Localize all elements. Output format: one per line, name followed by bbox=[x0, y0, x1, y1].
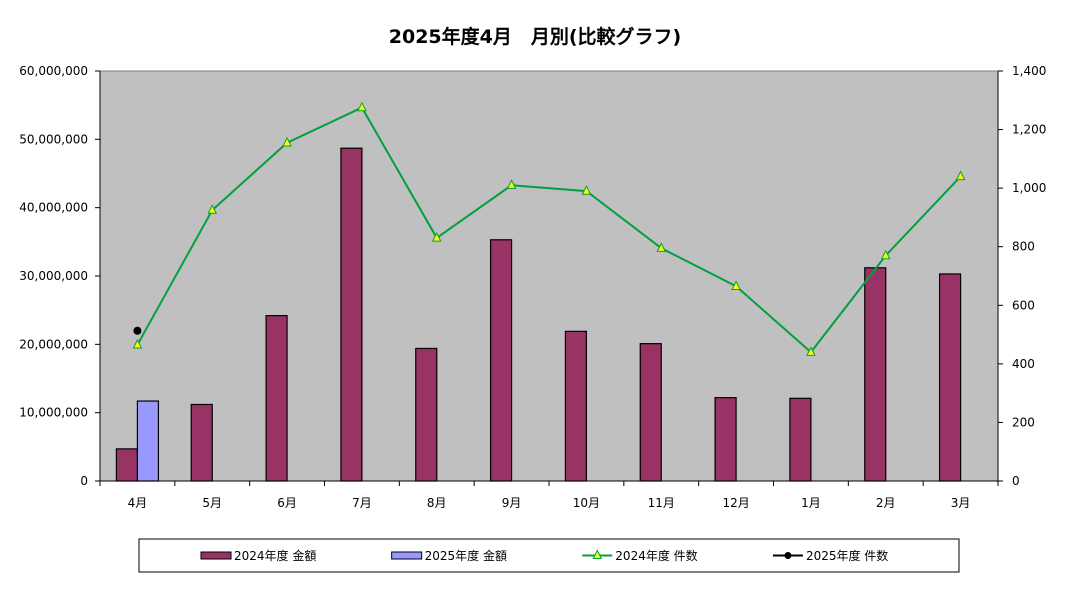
bar-2024年度-金額 bbox=[564, 330, 588, 482]
bar-2024年度-金額 bbox=[938, 273, 962, 482]
bar-2024年度-金額 bbox=[115, 448, 139, 482]
left-axis-tick-label: 50,000,000 bbox=[19, 132, 88, 146]
right-axis-tick-label: 1,200 bbox=[1012, 123, 1046, 137]
plot-background bbox=[99, 70, 999, 482]
left-axis-tick-label: 0 bbox=[80, 474, 88, 488]
triangle-marker bbox=[357, 101, 367, 112]
legend-swatch-bar bbox=[391, 551, 423, 560]
x-axis-category-label: 4月 bbox=[128, 496, 148, 510]
circle-marker bbox=[133, 326, 142, 335]
x-axis-category-label: 9月 bbox=[502, 496, 522, 510]
right-axis-tick-label: 600 bbox=[1012, 298, 1035, 312]
x-axis-category-label: 6月 bbox=[277, 496, 297, 510]
x-axis-category-label: 11月 bbox=[648, 496, 675, 510]
x-axis-category-label: 5月 bbox=[202, 496, 222, 510]
x-axis-category-label: 8月 bbox=[427, 496, 447, 510]
x-axis-category-label: 1月 bbox=[801, 496, 821, 510]
x-axis-category-label: 12月 bbox=[722, 496, 749, 510]
chart-title: 2025年度4月 月別(比較グラフ) bbox=[389, 25, 681, 48]
right-axis-tick-label: 200 bbox=[1012, 415, 1035, 429]
left-axis-tick-label: 10,000,000 bbox=[19, 406, 88, 420]
bar-2024年度-金額 bbox=[714, 397, 737, 482]
x-axis-category-label: 3月 bbox=[951, 496, 971, 510]
x-axis-category-label: 10月 bbox=[573, 496, 600, 510]
triangle-marker bbox=[506, 179, 517, 189]
right-axis-tick-label: 1,000 bbox=[1012, 181, 1046, 195]
legend-circle-marker bbox=[784, 552, 792, 559]
bar-2024年度-金額 bbox=[864, 267, 887, 482]
series-line bbox=[136, 106, 962, 354]
right-axis-tick-label: 0 bbox=[1012, 474, 1020, 488]
triangle-marker bbox=[731, 280, 741, 290]
legend-triangle-marker bbox=[592, 549, 603, 559]
left-axis-tick-label: 60,000,000 bbox=[19, 64, 88, 78]
legend-label: 2025年度 金額 bbox=[425, 548, 507, 563]
triangle-marker bbox=[955, 170, 966, 181]
legend-box bbox=[138, 538, 960, 573]
bar-2024年度-金額 bbox=[789, 397, 812, 482]
legend-label: 2024年度 金額 bbox=[234, 548, 316, 563]
triangle-marker bbox=[132, 338, 143, 349]
triangle-marker bbox=[880, 249, 891, 260]
right-axis-tick-label: 1,400 bbox=[1012, 64, 1046, 78]
bar-2024年度-金額 bbox=[639, 343, 662, 482]
triangle-marker bbox=[581, 185, 592, 195]
bar-2024年度-金額 bbox=[489, 239, 513, 482]
triangle-marker bbox=[431, 232, 442, 242]
legend-label: 2025年度 件数 bbox=[806, 548, 888, 563]
triangle-marker bbox=[282, 136, 292, 147]
legend: 2024年度 金額 2025年度 金額 2024年度 件数 2025年度 件数 bbox=[138, 538, 960, 573]
bar-2025年度-金額 bbox=[136, 400, 160, 482]
triangle-marker bbox=[656, 242, 667, 252]
legend-swatch-bar bbox=[200, 551, 232, 560]
x-axis-category-label: 7月 bbox=[352, 496, 372, 510]
bar-2024年度-金額 bbox=[415, 347, 438, 482]
left-axis-tick-label: 30,000,000 bbox=[19, 269, 88, 283]
left-axis-tick-label: 40,000,000 bbox=[19, 201, 88, 215]
triangle-marker bbox=[806, 346, 816, 356]
right-axis-tick-label: 800 bbox=[1012, 240, 1035, 254]
bar-2024年度-金額 bbox=[190, 403, 213, 482]
x-axis-category-label: 2月 bbox=[876, 496, 896, 510]
right-axis-tick-label: 400 bbox=[1012, 357, 1035, 371]
triangle-marker bbox=[207, 204, 218, 214]
bar-2024年度-金額 bbox=[265, 315, 288, 482]
bar-2024年度-金額 bbox=[340, 147, 363, 482]
plot-area: 0 10,000,000 20,000,000 30,000,000 40,000,00… bbox=[19, 64, 1046, 510]
left-axis-tick-label: 20,000,000 bbox=[19, 337, 88, 351]
legend-label: 2024年度 件数 bbox=[615, 548, 697, 563]
